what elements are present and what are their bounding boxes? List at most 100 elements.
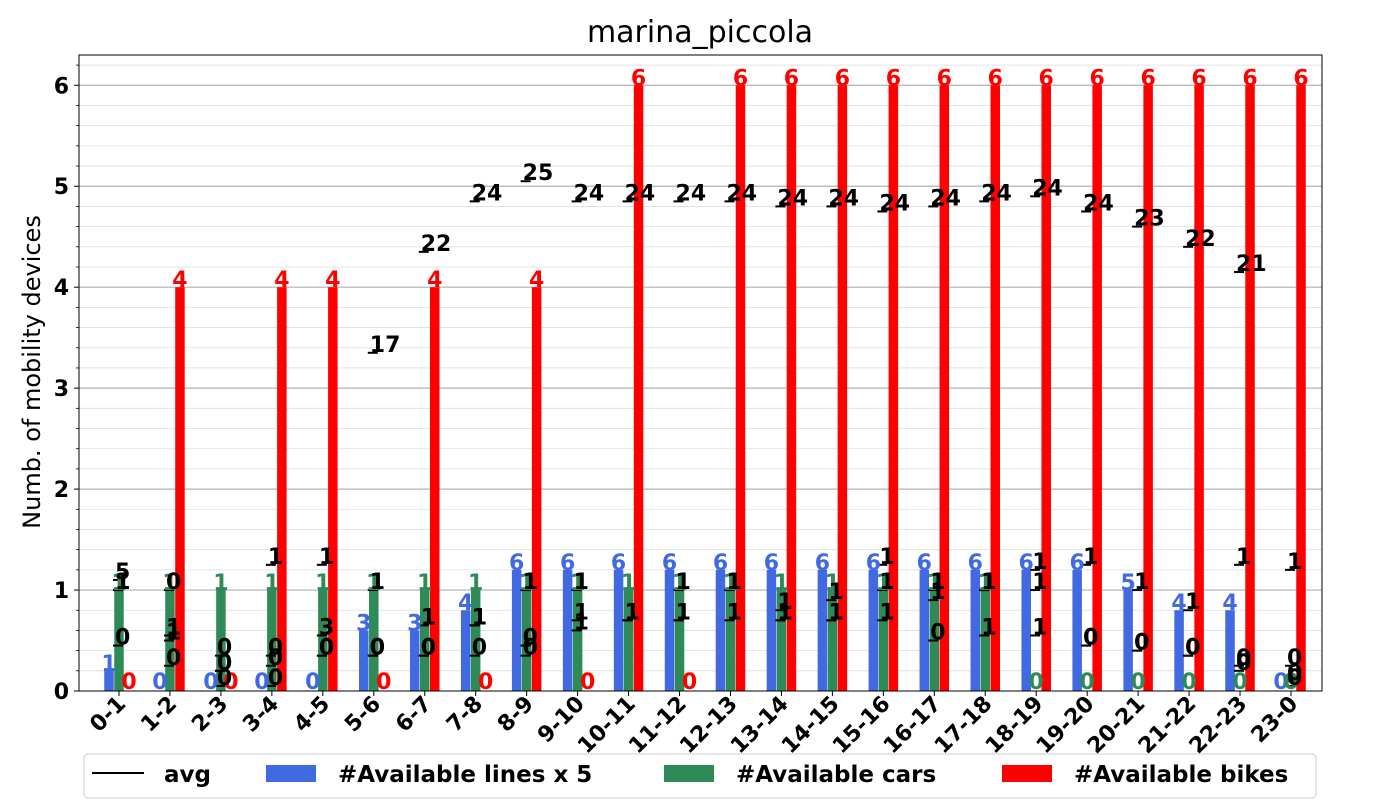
bar-data-label: 6 [988,66,1003,91]
legend: avg #Available lines x 5 #Available cars #A… [83,753,1317,799]
avg-data-label: 0 [1287,661,1302,686]
avg-data-label: 17 [370,333,401,358]
bar [888,85,899,692]
bar [521,590,532,691]
avg-data-label: 24 [726,181,757,206]
bar [359,630,369,691]
bar [1296,85,1306,692]
avg-data-label: 1 [879,545,894,570]
avg-data-label: 1 [676,600,691,625]
avg-data-label: 0 [319,636,334,661]
legend-label: #Available lines x 5 [338,762,592,788]
bar [175,287,185,691]
avg-data-label: 1 [115,570,130,595]
avg-data-label: 1 [879,600,894,625]
bar-data-label: 6 [1293,66,1308,91]
bar [460,610,471,691]
avg-data-label: 1 [319,545,334,570]
chart-title: marina_piccola [587,15,813,50]
legend-label: #Available cars [736,762,936,788]
bar [664,569,675,691]
bar-data-label: 6 [866,551,881,576]
y-tick-label: 5 [54,175,69,200]
bar-data-label: 6 [662,551,677,576]
bar [1245,85,1255,692]
bar-data-label: 6 [937,66,952,91]
avg-data-label: 1 [574,610,589,635]
y-tick-label: 2 [54,478,69,503]
plot-frame [78,54,1323,692]
bar [531,287,542,691]
bar-data-label: 6 [1242,66,1257,91]
bar [1092,85,1102,692]
legend-swatch [664,765,714,782]
bar-data-label: 0 [1181,670,1196,695]
bar-data-label: 0 [254,670,269,695]
bar-data-label: 0 [152,670,167,695]
avg-data-label: 0 [1134,631,1149,656]
avg-data-label: 1 [1134,570,1149,595]
avg-data-label: 0 [217,636,232,661]
bar [674,590,685,691]
avg-data-label: 1 [523,570,538,595]
bar [277,287,287,691]
bar [919,569,930,691]
avg-data-label: 0 [217,651,232,676]
bar-data-label: 1 [315,571,330,596]
bar [939,85,950,692]
bar [429,287,440,691]
bar [970,569,981,691]
bar-data-label: 4 [1171,591,1186,616]
avg-data-label: 24 [676,181,707,206]
bar-data-label: 6 [764,551,779,576]
avg-data-label: 1 [828,600,843,625]
bar-data-label: 0 [580,670,595,695]
legend-swatch [1002,765,1052,782]
avg-data-label: 0 [523,636,538,661]
bar-data-label: 0 [1130,670,1145,695]
x-tick-label: 2-3 [187,692,233,738]
bar-data-label: 6 [815,551,830,576]
x-tick-label: 0-1 [85,692,131,738]
avg-data-label: 0 [421,636,436,661]
bar-data-label: 0 [1080,670,1095,695]
bar-data-label: 6 [835,66,850,91]
avg-data-label: 1 [777,600,792,625]
bar [1143,85,1153,692]
bar [1021,569,1031,691]
avg-data-label: 1 [625,600,640,625]
avg-data-label: 1 [828,600,843,625]
avg-data-label: 25 [523,161,554,186]
bar-data-label: 1 [417,571,432,596]
bar-data-label: 1 [978,571,993,596]
avg-data-label: 24 [472,181,503,206]
y-axis-label: Numb. of mobility devices [18,215,46,529]
bar-data-label: 6 [968,551,983,576]
bar-data-label: 4 [325,268,340,293]
bar [419,590,430,691]
x-tick-label: 23-0 [1247,692,1304,749]
avg-data-label: 0 [1083,626,1098,651]
bar [837,85,848,692]
avg-data-label: 1 [574,570,589,595]
avg-data-label: 1 [1032,550,1047,575]
y-tick-label: 4 [54,276,69,301]
avg-data-label: 1 [625,600,640,625]
bar [980,590,991,691]
avg-data-label: 1 [472,605,487,630]
avg-data-label: 1 [1287,550,1302,575]
bar-data-label: 6 [509,551,524,576]
x-tick-label: 6-7 [391,692,437,738]
bar-data-label: 6 [1191,66,1206,91]
avg-data-label: 1 [676,570,691,595]
bar-data-label: 1 [162,571,177,596]
avg-data-label: 0 [166,570,181,595]
avg-data-label: 21 [1236,252,1267,277]
bar-data-label: 0 [121,670,136,695]
avg-data-label: 1 [879,570,894,595]
bar [990,85,1001,692]
bar [786,85,797,692]
bar-data-label: 0 [682,670,697,695]
bar-data-label: 1 [825,571,840,596]
legend-label: avg [164,762,211,788]
